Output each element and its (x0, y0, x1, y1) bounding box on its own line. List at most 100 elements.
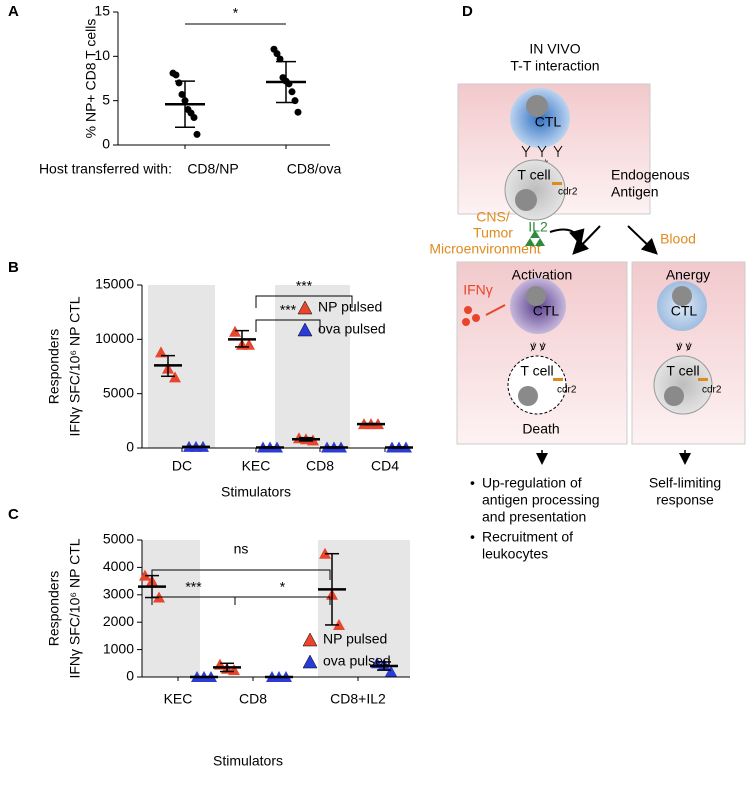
y-tick-label: 10 (94, 47, 110, 63)
ifn-dot (472, 314, 480, 322)
legend-marker (302, 654, 318, 669)
panel-label: D (462, 3, 473, 20)
shade-band (275, 285, 350, 448)
arrow (572, 225, 601, 255)
y-tick-label: 15 (94, 3, 110, 19)
y-axis-label: Responders (46, 571, 62, 647)
cdr2-mark (552, 182, 562, 185)
x-tick-label: CD4 (371, 458, 399, 474)
x-axis-label: Host transferred with: (39, 161, 172, 177)
significance-bracket (151, 569, 331, 580)
significance-label: *** (280, 302, 297, 318)
shade-band (142, 540, 200, 677)
y-tick-label: 0 (126, 439, 134, 455)
significance-label: *** (185, 579, 202, 595)
receptors (521, 145, 563, 157)
il2-icon (525, 230, 545, 246)
shade-band (318, 540, 410, 677)
nucleus (526, 286, 546, 306)
bullet: • (470, 529, 475, 545)
outcome-line: antigen processing (482, 492, 600, 508)
significance-label: *** (296, 278, 313, 294)
data-point (276, 55, 284, 63)
data-point (193, 130, 201, 138)
source-label: Blood (660, 231, 696, 247)
y-tick-label: 5000 (103, 384, 134, 400)
x-tick-label: KEC (242, 458, 271, 474)
cell-label: CTL (535, 114, 562, 130)
chart-panel: A 0 5 10 15% NP+ CD8 T cells Host transferred… (8, 3, 341, 177)
outcome-line: Up-regulation of (482, 475, 582, 491)
x-tick-label: KEC (164, 691, 193, 707)
source-label: Microenvironment (429, 241, 540, 257)
nucleus (672, 286, 692, 306)
x-axis-label: Stimulators (213, 753, 283, 769)
y-tick-label: 10000 (95, 330, 134, 346)
data-point (228, 664, 240, 676)
x-axis-label: Stimulators (221, 484, 291, 500)
panel-label: B (8, 259, 19, 276)
nucleus (526, 95, 548, 117)
outcome-line: Self-limiting (649, 475, 721, 491)
significance-bracket (234, 596, 331, 605)
data-point (294, 108, 302, 116)
ifn-dot (462, 318, 470, 326)
outcome-line: response (656, 492, 714, 508)
significance-label: * (233, 5, 239, 21)
legend-marker (302, 632, 318, 647)
x-tick-label: CD8/ova (287, 161, 342, 177)
legend-label: NP pulsed (318, 299, 382, 315)
cell-label: T cell (520, 363, 553, 379)
y-tick-label: 1000 (103, 640, 134, 656)
x-tick-label: DC (172, 458, 192, 474)
ifn-label: IFNγ (463, 282, 493, 298)
data-point (288, 88, 296, 96)
cdr2-label: cdr2 (557, 385, 577, 396)
legend-label: ova pulsed (318, 321, 386, 337)
legend-marker (297, 322, 313, 337)
data-point (172, 71, 180, 79)
ctl-cell (510, 278, 566, 334)
outcome-line: and presentation (482, 509, 586, 525)
y-axis-label: % NP+ CD8 T cells (83, 19, 99, 139)
antigen-label: Endogenous (611, 167, 690, 183)
cdr2-label: cdr2 (558, 187, 578, 198)
cell-label: CTL (671, 303, 698, 319)
ifn-dot (464, 306, 472, 314)
cdr2-mark (553, 378, 563, 381)
y-tick-label: 5000 (103, 531, 134, 547)
receptor-glyph: ꝟ ꝟ (530, 339, 546, 353)
receptor-glyph: ꝟ ꝟ (676, 339, 692, 353)
y-axis-label: Responders (46, 329, 62, 405)
cdr2-mark (698, 378, 708, 381)
bullet: • (470, 475, 475, 491)
cdr2-label: cdr2 (702, 385, 722, 396)
y-tick-label: 2000 (103, 613, 134, 629)
arrow (549, 228, 585, 246)
panel-label: A (8, 3, 19, 20)
data-point (273, 50, 281, 58)
antigen-label: Antigen (611, 184, 658, 200)
charts: A 0 5 10 15% NP+ CD8 T cells Host transferred… (8, 3, 413, 769)
ctl-cell (510, 88, 570, 148)
x-tick-label: CD8 (306, 458, 334, 474)
header: IN VIVO (529, 41, 580, 57)
legend-marker (297, 300, 313, 315)
y-tick-label: 3000 (103, 586, 134, 602)
significance-bracket (255, 319, 321, 332)
y-axis-label: IFNγ SFC/10⁶ NP CTL (67, 538, 83, 678)
cell-label: T cell (666, 363, 699, 379)
outcome-line: leukocytes (482, 546, 548, 562)
header: T-T interaction (510, 58, 599, 74)
y-tick-label: 5 (102, 91, 110, 107)
x-tick-label: CD8+IL2 (330, 691, 386, 707)
y-tick-label: 15000 (95, 276, 134, 292)
box-title: Activation (512, 267, 573, 283)
cell-label: CTL (533, 303, 560, 319)
box-footer: Death (522, 421, 559, 437)
legend-label: ova pulsed (323, 653, 391, 669)
chart-panel: C 0 1000 2000 3000 4000 5000 Responders IFNγ SFC… (8, 506, 410, 769)
chart-panel: B 0 5000 10000 15000 Responders IFNγ SFC/10⁶ N… (8, 259, 413, 500)
diagram-panel: D IN VIVO T-T interaction CTL ꝟ ꝟ T cell… (429, 3, 746, 562)
